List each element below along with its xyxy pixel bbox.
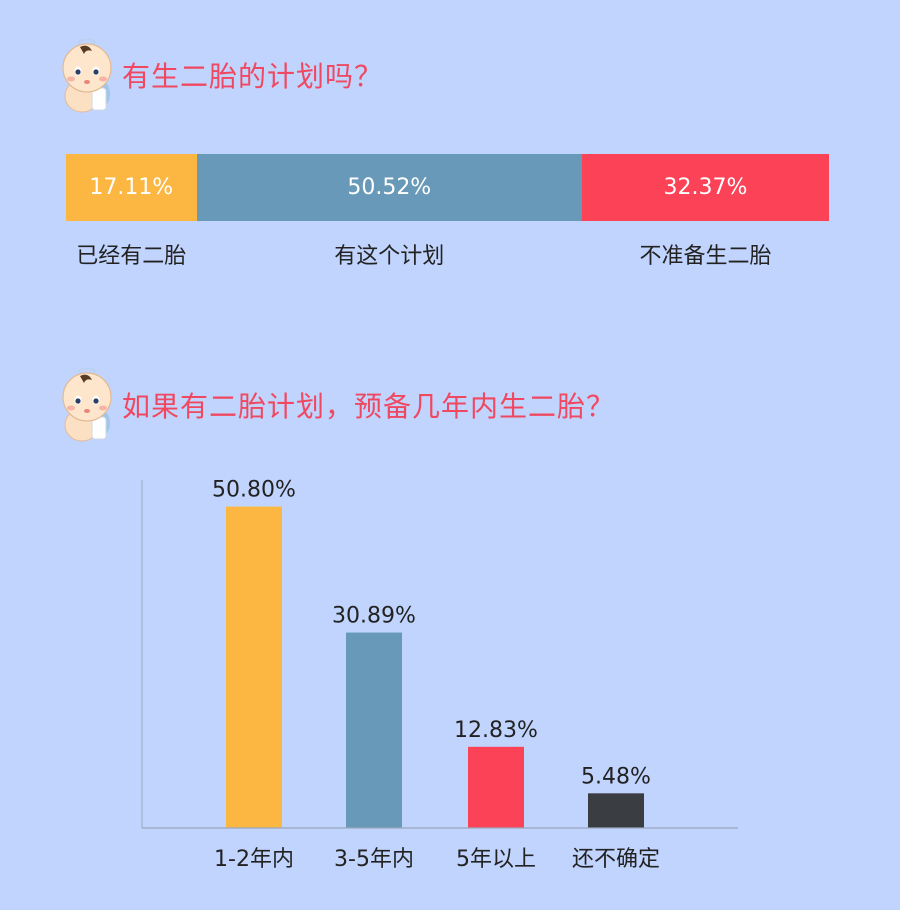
stacked-bar-category-label: 已经有二胎 [76, 244, 187, 269]
stacked-bar-segment: 50.52% [196, 154, 582, 221]
bar [588, 793, 644, 828]
bar-value-label: 50.80% [212, 478, 296, 503]
section1-title: 有生二胎的计划吗？ [122, 60, 384, 93]
bar [346, 632, 402, 828]
bar-value-label: 5.48% [581, 764, 651, 789]
bar [226, 506, 282, 828]
x-tick-label: 1-2年内 [214, 847, 294, 872]
x-tick-label: 5年以上 [456, 847, 536, 872]
bar-value-label: 30.89% [332, 604, 416, 629]
x-tick-label: 还不确定 [572, 847, 660, 872]
bar [468, 746, 524, 828]
stacked-bar-chart: 17.11% 50.52% 32.37% [66, 154, 829, 221]
stacked-bar-category-label: 有这个计划 [334, 244, 445, 269]
bar-chart: 50.80% 1-2年内 30.89% 3-5年内 12.83% 5年以上 5.48% 还不确… [141, 478, 738, 872]
bar-value-label: 12.83% [454, 718, 538, 743]
baby-icon [62, 38, 112, 113]
stacked-bar-segment: 17.11% [66, 154, 197, 221]
section2-title: 如果有二胎计划，预备几年内生二胎？ [122, 390, 616, 423]
stacked-bar-category-label: 不准备生二胎 [639, 244, 772, 269]
stacked-bar-segment: 32.37% [582, 154, 829, 221]
x-tick-label: 3-5年内 [334, 847, 414, 872]
baby-icon [62, 367, 112, 442]
